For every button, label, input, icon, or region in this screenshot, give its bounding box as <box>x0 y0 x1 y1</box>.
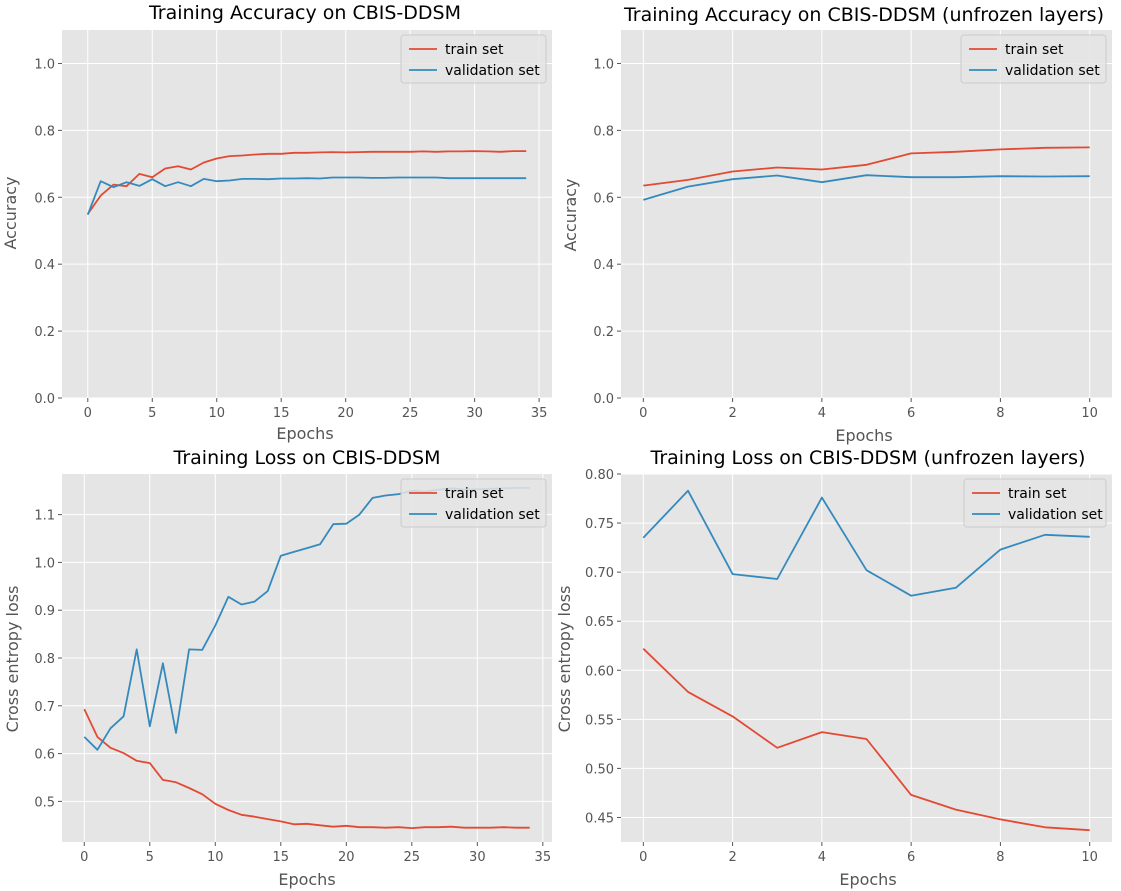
y-tick-label: 0.0 <box>34 392 55 407</box>
y-tick-label: 0.4 <box>593 258 614 273</box>
y-tick-label: 0.4 <box>34 258 55 273</box>
x-tick-label: 0 <box>639 850 647 865</box>
plot-area <box>621 30 1112 398</box>
series-line <box>83 708 530 829</box>
y-tick-label: 0.6 <box>34 191 55 206</box>
x-tick-label: 2 <box>728 406 736 421</box>
chart-panel-loss: Training Loss on CBIS-DDSM Epochs Cross … <box>3 447 552 889</box>
x-tick-label: 20 <box>338 850 355 865</box>
x-tick-label: 0 <box>84 406 92 421</box>
x-tick-label: 0 <box>639 406 647 421</box>
y-tick-label: 0.2 <box>593 325 614 340</box>
x-tick-label: 10 <box>207 850 224 865</box>
y-tick-label: 0.8 <box>593 124 614 139</box>
x-tick-label: 30 <box>469 850 486 865</box>
y-tick-label: 0.75 <box>585 517 614 532</box>
x-tick-label: 6 <box>907 850 915 865</box>
x-tick-label: 35 <box>531 406 548 421</box>
legend-label: train set <box>445 486 504 502</box>
x-tick-label: 30 <box>466 406 483 421</box>
x-tick-label: 8 <box>996 850 1004 865</box>
legend-box <box>400 34 547 84</box>
chart-title: Training Loss on CBIS-DDSM <box>173 447 441 469</box>
series-line <box>86 176 527 216</box>
y-tick-label: 0.5 <box>34 795 55 810</box>
y-tick-label: 1.0 <box>34 57 55 72</box>
y-tick-label: 1.0 <box>34 556 55 571</box>
series-line <box>642 489 1090 597</box>
x-tick-label: 10 <box>208 406 225 421</box>
x-tick-label: 5 <box>148 406 156 421</box>
legend-label: validation set <box>1008 507 1103 523</box>
y-tick-label: 0.8 <box>34 124 55 139</box>
chart-panel-accuracy: Training Accuracy on CBIS-DDSM Epochs Ac… <box>1 2 552 443</box>
legend-label: validation set <box>445 507 540 523</box>
y-tick-label: 1.0 <box>593 57 614 72</box>
x-tick-label: 15 <box>273 850 290 865</box>
y-axis-label: Cross entropy loss <box>555 586 574 733</box>
y-tick-label: 0.6 <box>593 191 614 206</box>
x-tick-label: 6 <box>907 406 915 421</box>
y-tick-label: 0.70 <box>585 566 614 581</box>
y-axis-label: Accuracy <box>561 178 580 251</box>
x-tick-label: 8 <box>996 406 1004 421</box>
chart-panel-accuracy-unfrozen: Training Accuracy on CBIS-DDSM (unfrozen… <box>561 4 1112 445</box>
series-line <box>642 648 1090 832</box>
legend-label: validation set <box>445 63 540 79</box>
x-tick-label: 4 <box>818 850 826 865</box>
x-axis-label: Epochs <box>278 870 335 889</box>
y-tick-label: 0.45 <box>585 811 614 826</box>
x-tick-label: 2 <box>728 850 736 865</box>
chart-panel-loss-unfrozen: Training Loss on CBIS-DDSM (unfrozen lay… <box>555 447 1112 889</box>
x-tick-label: 15 <box>273 406 290 421</box>
y-tick-label: 0.9 <box>34 604 55 619</box>
y-tick-label: 0.7 <box>34 700 55 715</box>
legend-label: train set <box>445 42 504 58</box>
series-line <box>643 146 1090 187</box>
plot-area <box>621 474 1112 842</box>
y-tick-label: 0.60 <box>585 664 614 679</box>
x-tick-label: 25 <box>402 406 419 421</box>
x-tick-label: 20 <box>337 406 354 421</box>
y-tick-label: 0.0 <box>593 392 614 407</box>
plot-area <box>62 30 552 398</box>
chart-title: Training Loss on CBIS-DDSM (unfrozen lay… <box>650 447 1086 469</box>
x-tick-label: 25 <box>404 850 421 865</box>
legend-label: validation set <box>1005 63 1100 79</box>
y-tick-label: 1.1 <box>34 509 55 524</box>
legend-box <box>400 478 547 528</box>
y-axis-label: Accuracy <box>1 176 20 249</box>
y-axis-label: Cross entropy loss <box>3 586 22 733</box>
x-tick-label: 10 <box>1081 406 1098 421</box>
y-tick-label: 0.80 <box>585 468 614 483</box>
series-line <box>87 150 527 215</box>
legend-label: train set <box>1008 486 1067 502</box>
x-axis-label: Epochs <box>839 870 896 889</box>
y-tick-label: 0.6 <box>34 748 55 763</box>
x-axis-label: Epochs <box>835 426 892 445</box>
y-tick-label: 0.50 <box>585 762 614 777</box>
y-tick-label: 0.8 <box>34 652 55 667</box>
y-tick-label: 0.2 <box>34 325 55 340</box>
legend-box <box>963 478 1107 528</box>
chart-title: Training Accuracy on CBIS-DDSM (unfrozen… <box>623 4 1104 26</box>
x-tick-label: 5 <box>146 850 154 865</box>
series-line <box>643 174 1090 201</box>
legend-label: train set <box>1005 42 1064 58</box>
chart-title: Training Accuracy on CBIS-DDSM <box>148 2 461 24</box>
y-tick-label: 0.55 <box>585 713 614 728</box>
x-tick-label: 0 <box>80 850 88 865</box>
x-tick-label: 35 <box>535 850 552 865</box>
legend-box <box>960 34 1107 84</box>
x-tick-label: 4 <box>818 406 826 421</box>
x-axis-label: Epochs <box>276 424 333 443</box>
y-tick-label: 0.65 <box>585 615 614 630</box>
x-tick-label: 10 <box>1081 850 1098 865</box>
